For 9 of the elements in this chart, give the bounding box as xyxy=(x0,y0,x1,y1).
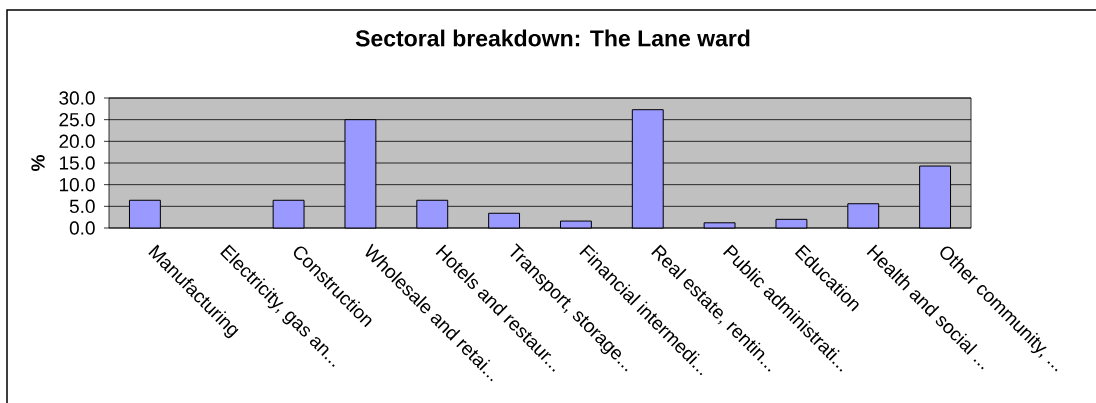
chart-title: Sectoral breakdown: The Lane ward xyxy=(355,29,750,47)
y-tick-label: 20.0 xyxy=(59,134,95,149)
y-tick-label: 0.0 xyxy=(69,221,95,235)
y-axis-title: % xyxy=(31,155,45,171)
y-tick-label: 5.0 xyxy=(69,199,95,214)
y-tick-label: 10.0 xyxy=(59,177,95,192)
y-tick-label: 15.0 xyxy=(59,156,95,170)
y-tick-label: 25.0 xyxy=(59,112,95,127)
y-tick-label: 30.0 xyxy=(59,91,95,105)
